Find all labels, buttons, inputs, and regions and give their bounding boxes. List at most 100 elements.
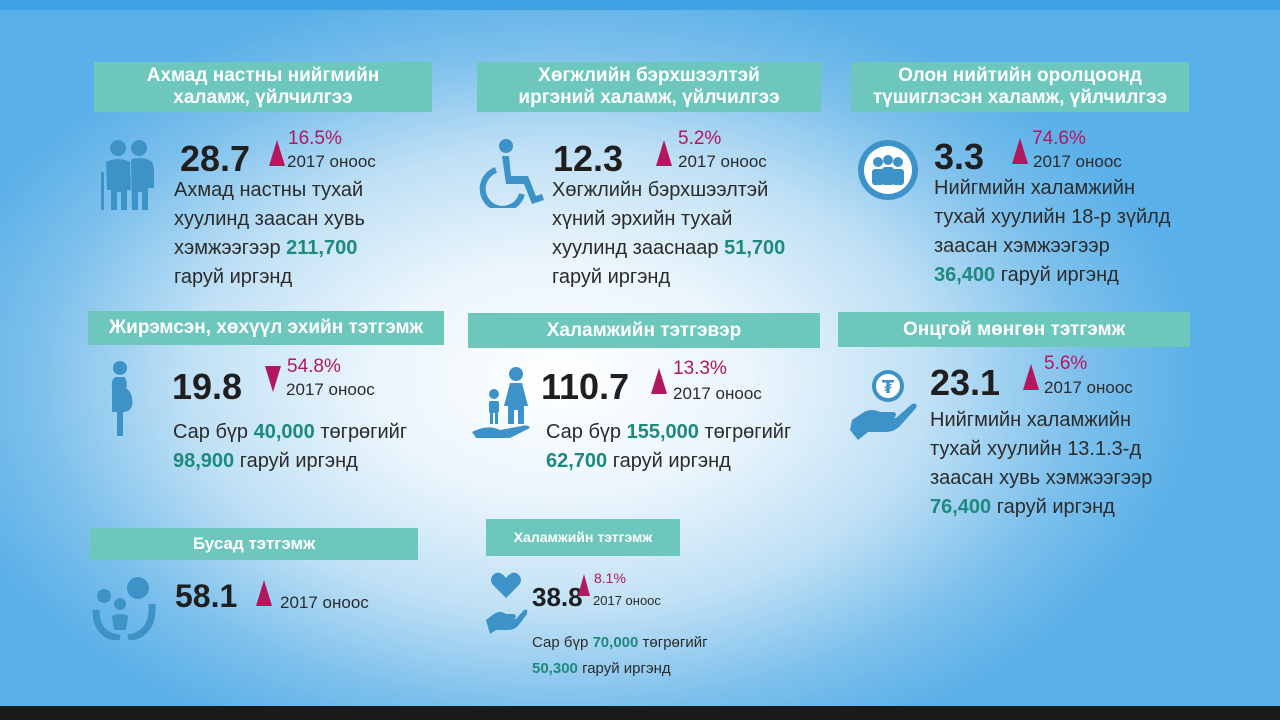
desc-text: Сар бүр [532,634,589,651]
top-frame-bar [0,0,1280,10]
card-elderly-description: Ахмад настны тухай хуулинд заасан хувь х… [174,176,365,292]
family-hand-icon [470,366,542,440]
desc-line: гаруй иргэнд [552,266,671,288]
card-welfare-pension-pct: 13.3% [673,358,727,379]
card-community-value: 3.3 [934,136,985,177]
card-other-value: 58.1 [175,578,238,614]
coin-hand-icon: ₮ [848,366,918,442]
card-welfare-pension-value: 110.7 [541,366,630,407]
desc-line: 36,400 гаруй иргэнд [934,261,1170,290]
desc-line: тухай хуулийн 13.1.3-д [930,438,1142,460]
card-welfare-allowance-header: Халамжийн тэтгэмж [486,519,680,556]
card-disability-value: 12.3 [553,138,624,179]
desc-line: заасан хэмжээгээр [934,235,1110,257]
community-group-icon [856,138,920,202]
desc-line: Сар бүр 155,000 төгрөгийг [546,418,791,447]
card-elderly-pct: 16.5% [288,128,342,149]
monthly-amount: 155,000 [626,421,699,443]
recipient-count: 62,700 [546,450,608,472]
desc-text: төгрөгийг [704,421,792,443]
card-disability-description: Хөгжлийн бэрхшээлтэй хүний эрхийн тухай … [552,176,785,292]
header-title: Жирэмсэн, хөхүүл эхийн тэтгэмж [108,317,424,339]
desc-text: Сар бүр [173,421,249,443]
desc-line: Нийгмийн халамжийн [934,177,1135,199]
trend-up-arrow-icon [656,140,672,166]
header-title: Бусад тэтгэмж [192,534,316,554]
desc-text: төгрөгийг [320,421,408,443]
elderly-couple-icon [98,138,160,212]
family-circle-icon [92,574,156,640]
desc-line: Хөгжлийн бэрхшээлтэй [552,179,769,201]
desc-text: гаруй иргэнд [239,450,358,472]
card-special-cash-pct: 5.6% [1044,353,1088,374]
header-line-1: Ахмад настны нийгмийн [146,65,380,87]
recipient-count: 98,900 [173,450,235,472]
desc-line: Сар бүр 70,000 төгрөгийг [532,630,708,656]
card-pregnancy-description: Сар бүр 40,000 төгрөгийг 98,900 гаруй ир… [173,418,407,476]
wheelchair-icon [476,138,546,208]
desc-line: 50,300 гаруй иргэнд [532,656,708,682]
pregnant-woman-icon [106,360,136,438]
header-title: Халамжийн тэтгэмж [513,529,653,546]
desc-text: хэмжээгээр [174,237,281,259]
desc-line: 98,900 гаруй иргэнд [173,447,407,476]
card-elderly-value: 28.7 [180,138,251,179]
card-other-header: Бусад тэтгэмж [90,528,418,560]
header-title: Онцгой мөнгөн тэтгэмж [902,318,1126,340]
card-community-pct: 74.6% [1032,128,1086,149]
desc-text: Сар бүр [546,421,622,443]
desc-text: гаруй иргэнд [612,450,731,472]
card-pregnancy-since: 2017 оноос [286,380,375,399]
trend-up-arrow-icon [651,368,667,394]
card-elderly-header: Ахмад настны нийгмийн халамж, үйлчилгээ [94,62,432,112]
card-special-cash-value: 23.1 [930,362,1001,403]
card-welfare-allowance-pct: 8.1% [594,570,626,586]
desc-text: хуулинд зааснаар [552,237,719,259]
header-line-1: Олон нийтийн оролцоонд [898,65,1142,87]
card-special-cash-header: Онцгой мөнгөн тэтгэмж [838,312,1190,347]
card-welfare-pension-header: Халамжийн тэтгэвэр [468,313,820,348]
recipient-count: 50,300 [532,660,578,677]
card-pregnancy-value: 19.8 [172,366,243,407]
card-special-cash-description: Нийгмийн халамжийн тухай хуулийн 13.1.3-… [930,406,1152,522]
card-other-since: 2017 оноос [280,593,369,612]
card-special-cash-since: 2017 оноос [1044,378,1133,397]
desc-line: Сар бүр 40,000 төгрөгийг [173,418,407,447]
trend-up-arrow-icon [256,580,272,606]
card-community-header: Олон нийтийн оролцоонд түшиглэсэн халамж… [851,62,1189,112]
desc-line: хуулинд заасан хувь [174,208,365,230]
header-line-2: түшиглэсэн халамж, үйлчилгээ [872,87,1168,108]
header-title: Халамжийн тэтгэвэр [546,319,742,341]
bottom-frame-bar [0,706,1280,720]
desc-text: гаруй иргэнд [1000,264,1119,286]
trend-up-arrow-icon [578,574,590,596]
card-disability-since: 2017 оноос [678,152,767,171]
desc-line: заасан хувь хэмжээгээр [930,467,1153,489]
card-welfare-pension-description: Сар бүр 155,000 төгрөгийг 62,700 гаруй и… [546,418,791,476]
desc-line: тухай хуулийн 18-р зүйлд [934,206,1171,228]
card-disability-header: Хөгжлийн бэрхшээлтэй иргэний халамж, үйл… [477,62,821,112]
header-line-1: Хөгжлийн бэрхшээлтэй [538,65,760,87]
monthly-amount: 40,000 [253,421,315,443]
recipient-count: 211,700 [286,237,358,259]
card-disability-pct: 5.2% [678,128,722,149]
header-line-2: халамж, үйлчилгээ [173,87,353,108]
card-welfare-allowance-description: Сар бүр 70,000 төгрөгийг 50,300 гаруй ир… [532,630,708,682]
trend-down-arrow-icon [265,366,281,392]
desc-line: гаруй иргэнд [174,266,293,288]
desc-text: гаруй иргэнд [996,496,1115,518]
desc-line: хэмжээгээр 211,700 [174,234,365,263]
card-welfare-allowance-value: 38.8 [532,582,583,612]
card-welfare-pension-since: 2017 оноос [673,384,762,403]
trend-up-arrow-icon [1012,138,1028,164]
desc-line: хүний эрхийн тухай [552,208,733,230]
recipient-count: 76,400 [930,496,992,518]
desc-line: Нийгмийн халамжийн [930,409,1131,431]
card-elderly-since: 2017 оноос [287,152,376,171]
card-pregnancy-pct: 54.8% [287,356,341,377]
heart-hand-icon [484,570,528,634]
recipient-count: 51,700 [724,237,786,259]
desc-line: хуулинд зааснаар 51,700 [552,234,785,263]
card-community-description: Нийгмийн халамжийн тухай хуулийн 18-р зү… [934,174,1170,290]
trend-up-arrow-icon [1023,364,1039,390]
